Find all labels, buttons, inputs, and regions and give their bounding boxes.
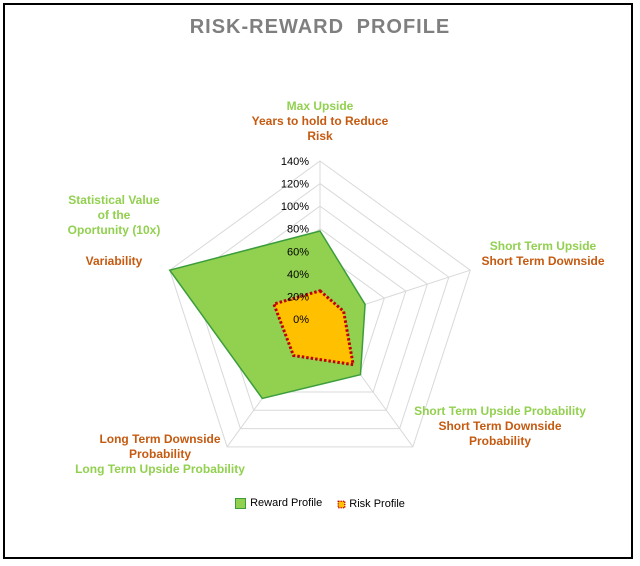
tick-label: 40% bbox=[287, 269, 309, 281]
axis-label-risk: Years to hold to Reduce bbox=[252, 114, 389, 128]
legend-swatch-risk bbox=[337, 500, 346, 508]
axis-label-risk: Probability bbox=[469, 434, 531, 448]
axis-label-reward: Statistical Value bbox=[68, 193, 160, 207]
tick-label: 100% bbox=[281, 201, 309, 213]
legend-item-risk: Risk Profile bbox=[337, 498, 405, 510]
legend-label-risk: Risk Profile bbox=[349, 498, 405, 510]
axis-label-reward: Max Upside bbox=[287, 99, 354, 113]
legend-item-reward: Reward Profile bbox=[235, 497, 322, 509]
tick-label: 0% bbox=[293, 314, 309, 326]
axis-label-risk: Variability bbox=[86, 254, 143, 268]
axis-label-reward: Long Term Upside Probability bbox=[75, 462, 245, 476]
axis-label-reward: of the bbox=[98, 208, 131, 222]
axis-label-reward: Short Term Upside Probability bbox=[414, 404, 586, 418]
tick-label: 120% bbox=[281, 179, 309, 191]
chart-title: RISK-REWARD PROFILE bbox=[189, 16, 451, 38]
legend: Reward Profile Risk Profile bbox=[0, 497, 640, 512]
risk-profile-area bbox=[271, 289, 356, 367]
tick-label: 80% bbox=[287, 224, 309, 236]
axis-label-risk: Risk bbox=[307, 129, 333, 143]
axis-label-risk: Probability bbox=[129, 447, 191, 461]
axis-label-risk: Short Term Downside bbox=[481, 254, 604, 268]
tick-label: 140% bbox=[281, 156, 309, 168]
axis-label-risk: Short Term Downside bbox=[438, 419, 561, 433]
tick-label: 60% bbox=[287, 246, 309, 258]
axis-label-reward: Short Term Upside bbox=[490, 239, 597, 253]
radar-series bbox=[168, 230, 366, 400]
axis-label-risk: Long Term Downside bbox=[99, 432, 220, 446]
axis-label-reward: Oportunity (10x) bbox=[68, 223, 161, 237]
grid-ring bbox=[169, 160, 471, 448]
tick-label: 20% bbox=[287, 291, 309, 303]
legend-swatch-reward bbox=[235, 497, 247, 509]
radar-tick-labels: 0% 20% 40% 60% 80% 100% 120% 140% bbox=[281, 156, 309, 326]
legend-label-reward: Reward Profile bbox=[250, 497, 323, 509]
